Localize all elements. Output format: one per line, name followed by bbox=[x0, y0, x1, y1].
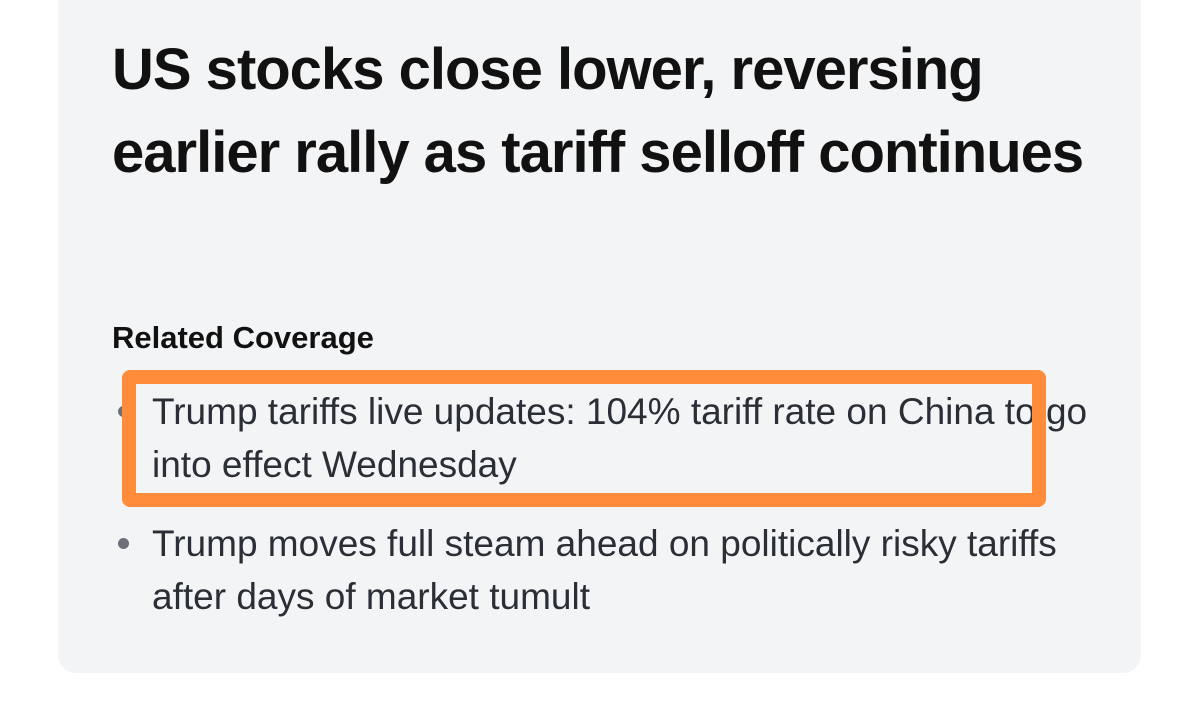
article-card bbox=[58, 0, 1141, 673]
headline[interactable]: US stocks close lower, reversing earlier… bbox=[112, 37, 1084, 185]
related-link[interactable]: Trump moves full steam ahead on politica… bbox=[118, 517, 1092, 623]
related-list: Trump tariffs live updates: 104% tariff … bbox=[118, 385, 1092, 649]
highlight-box bbox=[122, 370, 1046, 507]
related-heading: Related Coverage bbox=[112, 320, 374, 355]
related-link[interactable]: Trump tariffs live updates: 104% tariff … bbox=[118, 385, 1092, 491]
